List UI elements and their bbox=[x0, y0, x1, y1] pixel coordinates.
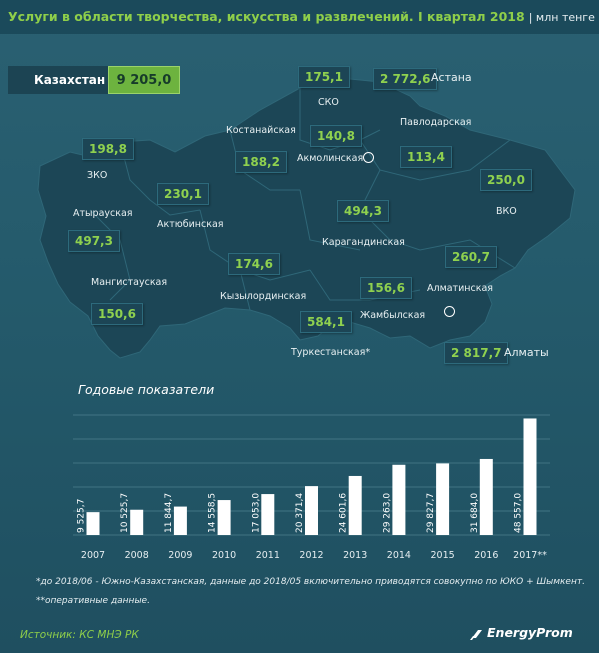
region-value-karaganda: 494,3 bbox=[337, 200, 389, 222]
region-value-almaty-region: 260,7 bbox=[445, 246, 497, 268]
value-label: 11 844,7 bbox=[164, 493, 174, 533]
region-name-pavlodar: Павлодарская bbox=[400, 117, 472, 128]
region-name-akmola: Акмолинская bbox=[297, 153, 364, 164]
region-name-zko: ЗКО bbox=[87, 170, 108, 181]
region-name-zhambyl: Жамбылская bbox=[360, 310, 426, 321]
value-label: 48 557,0 bbox=[514, 493, 524, 533]
region-value-kyzylorda: 174,6 bbox=[228, 253, 280, 275]
chart-title: Годовые показатели bbox=[78, 382, 215, 397]
region-name-turkestan: Туркестанская* bbox=[291, 347, 371, 358]
category-label: 2015 bbox=[431, 550, 455, 561]
region-name-atyrau: Атырауская bbox=[73, 208, 133, 219]
category-label: 2016 bbox=[474, 550, 498, 561]
region-value-vko: 250,0 bbox=[480, 169, 532, 191]
value-label: 31 684,0 bbox=[470, 493, 480, 533]
region-name-mangistau: Мангистауская bbox=[91, 277, 168, 288]
value-label: 29 827,7 bbox=[426, 493, 436, 533]
bar-2017** bbox=[523, 418, 537, 535]
value-label: 17 053,0 bbox=[251, 493, 261, 533]
category-label: 2008 bbox=[125, 550, 149, 561]
category-label: 2007 bbox=[81, 550, 105, 561]
region-value-aktobe: 230,1 bbox=[157, 183, 209, 205]
category-label: 2013 bbox=[343, 550, 367, 561]
bar-2011 bbox=[261, 494, 275, 535]
region-value-zko: 198,8 bbox=[82, 138, 134, 160]
category-label: 2012 bbox=[299, 550, 323, 561]
header-bar: Услуги в области творчества, искусства и… bbox=[0, 0, 599, 34]
category-label: 2014 bbox=[387, 550, 411, 561]
footnote-2: **оперативные данные. bbox=[36, 596, 150, 606]
value-label: 20 371,4 bbox=[295, 493, 305, 533]
title-text: Услуги в области творчества, искусства и… bbox=[8, 9, 525, 24]
unit-label: | млн тенге | bbox=[528, 11, 599, 24]
country-label: Казахстан bbox=[8, 66, 112, 94]
region-name-aktobe: Актюбинская bbox=[157, 219, 224, 230]
country-total: 9 205,0 bbox=[108, 66, 180, 94]
region-value-akmola: 140,8 bbox=[310, 125, 362, 147]
region-value-mangistau: 150,6 bbox=[91, 303, 143, 325]
region-value-turkestan: 584,1 bbox=[300, 311, 352, 333]
page-title: Услуги в области творчества, искусства и… bbox=[8, 9, 599, 24]
bar-2013 bbox=[348, 475, 362, 535]
value-label: 10 525,7 bbox=[120, 493, 130, 533]
bar-2015 bbox=[436, 463, 450, 535]
region-value-sko: 175,1 bbox=[298, 66, 350, 88]
energyprom-logo-icon bbox=[470, 630, 482, 640]
region-name-kyzylorda: Кызылординская bbox=[220, 291, 307, 302]
region-name-kostanay: Костанайская bbox=[226, 125, 296, 136]
region-name-almaty-city: Алматы bbox=[504, 346, 549, 359]
bar-2016 bbox=[479, 458, 493, 535]
bar-2008 bbox=[130, 509, 144, 535]
bar-2014 bbox=[392, 464, 406, 535]
region-name-sko: СКО bbox=[318, 97, 339, 108]
almaty-marker-icon bbox=[444, 306, 455, 317]
bar-2007 bbox=[86, 512, 100, 535]
category-label: 2011 bbox=[256, 550, 280, 561]
region-value-astana: 2 772,6 bbox=[373, 68, 438, 90]
region-value-zhambyl: 156,6 bbox=[360, 277, 412, 299]
region-value-almaty-city: 2 817,7 bbox=[444, 342, 509, 364]
category-label: 2010 bbox=[212, 550, 236, 561]
region-value-kostanay: 188,2 bbox=[235, 151, 287, 173]
value-label: 29 263,0 bbox=[382, 493, 392, 533]
region-name-almaty-region: Алматинская bbox=[427, 283, 493, 294]
value-label: 14 558,5 bbox=[208, 493, 218, 533]
region-name-astana: Астана bbox=[431, 71, 472, 84]
region-value-pavlodar: 113,4 bbox=[400, 146, 452, 168]
region-name-vko: ВКО bbox=[496, 206, 517, 217]
brand-logo: EnergyProm bbox=[487, 625, 573, 640]
category-label: 2017** bbox=[513, 550, 547, 561]
category-label: 2009 bbox=[168, 550, 192, 561]
bar-2009 bbox=[173, 506, 187, 535]
value-label: 9 525,7 bbox=[77, 499, 87, 533]
region-name-karaganda: Карагандинская bbox=[322, 237, 405, 248]
annual-bar-chart: 9 525,7 2007 10 525,7 2008 11 844,7 2009 14 55… bbox=[73, 414, 550, 561]
value-label: 24 601,6 bbox=[339, 493, 349, 533]
source-text: Источник: КС МНЭ РК bbox=[20, 629, 139, 641]
region-value-atyrau: 497,3 bbox=[68, 230, 120, 252]
bar-2012 bbox=[305, 486, 318, 535]
astana-marker-icon bbox=[363, 152, 374, 163]
footnote-1: *до 2018/06 - Южно-Казахстанская, данные… bbox=[36, 577, 585, 587]
bar-2010 bbox=[217, 500, 231, 535]
